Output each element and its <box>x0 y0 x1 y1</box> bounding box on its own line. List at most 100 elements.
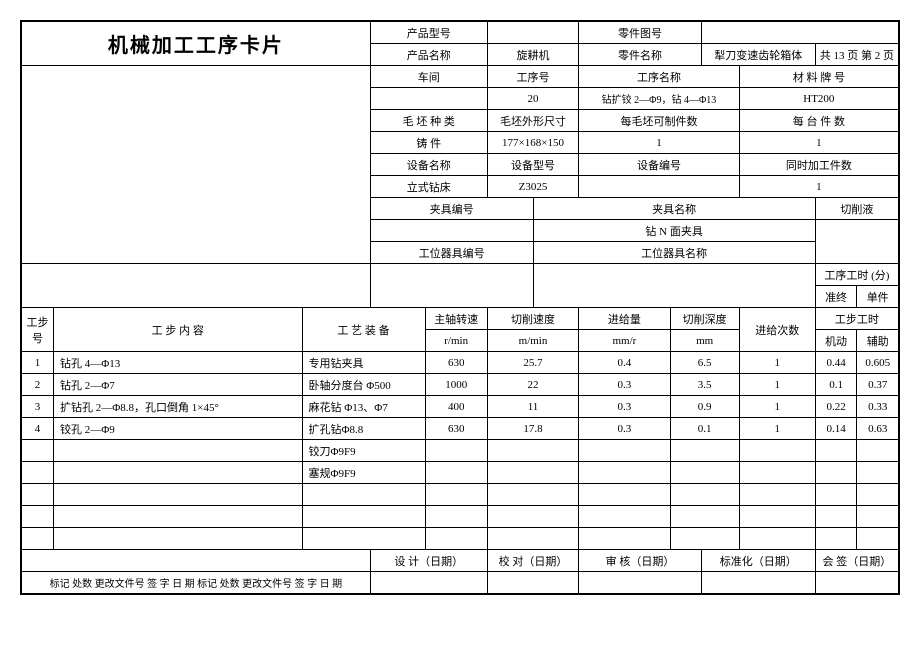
fixture-no-label: 夹具编号 <box>370 198 533 220</box>
concurrent: 1 <box>739 176 898 198</box>
workshop-label: 车间 <box>370 66 487 88</box>
cell-tm: 0.14 <box>815 418 857 440</box>
cell-passes <box>739 506 815 528</box>
table-row: 铰刀Φ9F9 <box>22 440 899 462</box>
cell-content <box>54 462 303 484</box>
cell-spindle: 400 <box>425 396 487 418</box>
cell-spindle <box>425 528 487 550</box>
per-blank: 1 <box>579 132 740 154</box>
col-spindle: 主轴转速 <box>425 308 487 330</box>
per-set: 1 <box>739 132 898 154</box>
workshop <box>370 88 487 110</box>
fixture-name: 钻 N 面夹具 <box>533 220 815 242</box>
cell-tm <box>815 440 857 462</box>
footer-change-row: 标记 处数 更改文件号 签 字 日 期 标记 处数 更改文件号 签 字 日 期 <box>22 572 371 594</box>
proc-name: 钻扩铰 2—Φ9，钻 4—Φ13 <box>579 88 740 110</box>
cell-depth <box>670 462 739 484</box>
table-row: 3扩钻孔 2—Φ8.8，孔口倒角 1×45°麻花钻 Φ13、Φ7400110.3… <box>22 396 899 418</box>
blank-dim-label: 毛坯外形尺寸 <box>487 110 578 132</box>
part-drawing-label: 零件图号 <box>579 22 702 44</box>
cell-tm <box>815 528 857 550</box>
cell-no: 1 <box>22 352 54 374</box>
cell-no <box>22 462 54 484</box>
cell-depth <box>670 484 739 506</box>
coolant-label: 切削液 <box>815 198 898 220</box>
cell-no: 4 <box>22 418 54 440</box>
cell-feed <box>579 528 670 550</box>
cell-content: 钻孔 2—Φ7 <box>54 374 303 396</box>
cell-equip: 塞规Φ9F9 <box>302 462 425 484</box>
footer-std: 标准化（日期） <box>701 550 815 572</box>
cell-ta <box>857 506 899 528</box>
cell-depth <box>670 440 739 462</box>
cell-equip <box>302 506 425 528</box>
proc-no-label: 工序号 <box>487 66 578 88</box>
cell-feed <box>579 506 670 528</box>
page-info: 共 13 页 第 2 页 <box>815 44 898 66</box>
tool-no <box>370 264 533 308</box>
cell-tm <box>815 462 857 484</box>
cell-ta: 0.63 <box>857 418 899 440</box>
footer-check-v <box>487 572 578 594</box>
concurrent-label: 同时加工件数 <box>739 154 898 176</box>
col-feed: 进给量 <box>579 308 670 330</box>
footer-check: 校 对（日期） <box>487 550 578 572</box>
footer-design: 设 计（日期） <box>370 550 487 572</box>
cell-spindle <box>425 440 487 462</box>
cell-depth: 3.5 <box>670 374 739 396</box>
cell-no <box>22 528 54 550</box>
cell-feed: 0.3 <box>579 418 670 440</box>
fixture-no <box>370 220 533 242</box>
cell-no: 2 <box>22 374 54 396</box>
cell-ta: 0.37 <box>857 374 899 396</box>
cell-feed: 0.3 <box>579 396 670 418</box>
cell-ta: 0.33 <box>857 396 899 418</box>
col-time: 工步工时 <box>815 308 898 330</box>
cell-ta: 0.605 <box>857 352 899 374</box>
tool-name-label: 工位器具名称 <box>533 242 815 264</box>
proc-name-label: 工序名称 <box>579 66 740 88</box>
cell-content: 铰孔 2—Φ9 <box>54 418 303 440</box>
equip-model: Z3025 <box>487 176 578 198</box>
equip-no-label: 设备编号 <box>579 154 740 176</box>
cell-depth <box>670 506 739 528</box>
cell-spindle: 1000 <box>425 374 487 396</box>
footer-audit: 审 核（日期） <box>579 550 702 572</box>
cell-tm: 0.44 <box>815 352 857 374</box>
blank-dim: 177×168×150 <box>487 132 578 154</box>
process-card: 机械加工工序卡片 产品型号 零件图号 产品名称 旋耕机 零件名称 犁刀变速齿轮箱… <box>20 20 900 595</box>
col-equip: 工 艺 装 备 <box>302 308 425 352</box>
col-speed-u: m/min <box>487 330 578 352</box>
cell-content <box>54 506 303 528</box>
cell-passes: 1 <box>739 396 815 418</box>
cell-no: 3 <box>22 396 54 418</box>
cell-speed: 22 <box>487 374 578 396</box>
cell-passes <box>739 528 815 550</box>
cell-ta <box>857 484 899 506</box>
cell-depth <box>670 528 739 550</box>
cell-equip: 专用钻夹具 <box>302 352 425 374</box>
cell-no <box>22 484 54 506</box>
per-blank-label: 每毛坯可制件数 <box>579 110 740 132</box>
table-row: 塞规Φ9F9 <box>22 462 899 484</box>
cell-tm <box>815 484 857 506</box>
equip-name-label: 设备名称 <box>370 154 487 176</box>
equip-no <box>579 176 740 198</box>
cell-depth: 0.9 <box>670 396 739 418</box>
cell-passes: 1 <box>739 418 815 440</box>
blank-type-label: 毛 坯 种 类 <box>370 110 487 132</box>
footer-sign: 会 签（日期） <box>815 550 898 572</box>
tool-no-label: 工位器具编号 <box>370 242 533 264</box>
cell-speed <box>487 440 578 462</box>
footer-blank <box>22 550 371 572</box>
prod-model <box>487 22 578 44</box>
cell-content <box>54 528 303 550</box>
unit-label: 单件 <box>857 286 899 308</box>
cell-equip <box>302 528 425 550</box>
cell-content: 扩钻孔 2—Φ8.8，孔口倒角 1×45° <box>54 396 303 418</box>
cell-tm: 0.1 <box>815 374 857 396</box>
part-name-label: 零件名称 <box>579 44 702 66</box>
cell-speed <box>487 462 578 484</box>
diagram-area-2 <box>22 264 371 308</box>
cell-spindle <box>425 462 487 484</box>
